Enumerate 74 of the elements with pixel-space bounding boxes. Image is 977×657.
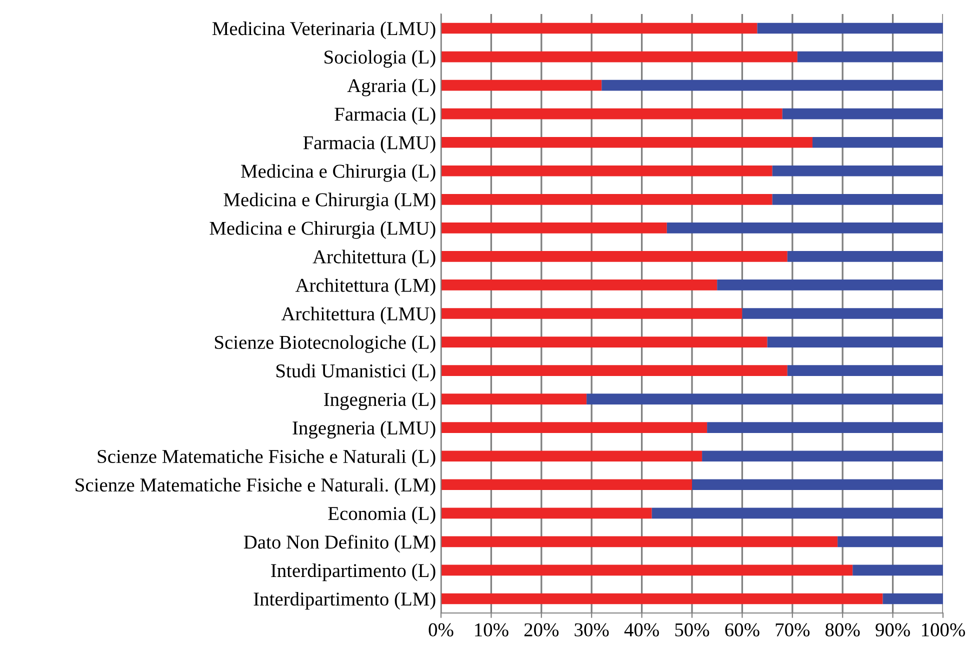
x-tick-label: 20%: [524, 623, 559, 636]
bar: [707, 422, 943, 434]
bar: [441, 508, 652, 519]
x-tick-label: 30%: [574, 623, 609, 636]
bar: [692, 479, 943, 490]
y-tick-label: Interdipartimento (LM): [254, 592, 436, 610]
bar: [441, 394, 587, 404]
y-tick-label: Scienze Matematiche Fisiche e Naturali (L): [98, 449, 436, 468]
bar: [652, 508, 943, 519]
bar: [812, 136, 943, 148]
bar: [772, 165, 943, 176]
bar: [586, 394, 943, 404]
x-tick-label: 90%: [876, 623, 910, 636]
bar: [838, 536, 943, 548]
y-tick-label: Architettura (LM): [295, 278, 436, 296]
bar: [441, 336, 768, 348]
bar: [441, 479, 692, 490]
y-tick-label: Ingegneria (LMU): [292, 420, 436, 439]
bar: [602, 80, 943, 91]
y-tick-label: Dato Non Definito (LM): [244, 534, 436, 553]
y-tick-label: Interdipartimento (L): [271, 563, 436, 582]
y-tick-label: Farmacia (LMU): [303, 136, 436, 154]
bar: [767, 336, 943, 348]
bar: [787, 251, 943, 262]
bar: [772, 194, 943, 205]
y-tick-label: Ingegneria (L): [324, 392, 436, 410]
bar: [702, 450, 943, 462]
y-tick-label: Architettura (LMU): [281, 306, 436, 324]
y-tick-label: Sociologia (L): [324, 50, 436, 68]
bar: [441, 593, 883, 604]
bar: [441, 280, 718, 290]
bar: [797, 51, 943, 62]
y-tick-label: Agraria (L): [347, 78, 436, 96]
x-tick-label: 0%: [428, 623, 454, 636]
bar: [882, 593, 943, 604]
x-tick-label: 100%: [922, 623, 966, 636]
x-tick-label: 70%: [776, 623, 810, 636]
x-tick-label: 50%: [675, 623, 710, 636]
bar: [757, 22, 943, 34]
y-tick-label: Medicina e Chirurgia (LM): [224, 192, 436, 210]
y-tick-label: Studi Umanistici (L): [276, 364, 436, 382]
y-tick-label: Medicina Veterinaria (LMU): [212, 22, 436, 40]
bar: [441, 564, 853, 576]
bar: [666, 222, 943, 234]
y-tick-label: Scienze Matematiche Fisiche e Naturali. (LM): [76, 478, 436, 496]
bar: [441, 80, 602, 91]
bar: [441, 365, 788, 376]
bar: [441, 22, 758, 34]
bar: [441, 251, 788, 262]
bar: [852, 564, 943, 576]
y-tick-label: Medicina e Chirurgia (L): [241, 164, 436, 182]
bar: [787, 365, 943, 376]
bar: [441, 51, 798, 62]
bar: [441, 422, 708, 434]
y-tick-label: Farmacia (L): [334, 107, 436, 125]
y-tick-label: Architettura (L): [312, 250, 436, 268]
bar: [742, 308, 943, 319]
bar: [441, 222, 667, 234]
bar: [441, 308, 742, 319]
bar: [441, 194, 772, 205]
bar: [441, 536, 838, 548]
bar: [717, 280, 943, 290]
bar: [441, 108, 782, 120]
bar: [441, 165, 772, 176]
x-tick-label: 40%: [624, 623, 659, 636]
y-tick-label: Economia (L): [328, 506, 436, 524]
x-tick-label: 80%: [826, 623, 860, 636]
bar: [441, 450, 702, 462]
y-tick-label: Medicina e Chirurgia (LMU): [210, 221, 436, 239]
y-tick-label: Scienze Biotecnologiche (L): [214, 335, 436, 353]
x-tick-label: 60%: [725, 623, 760, 636]
bar: [441, 136, 812, 148]
x-tick-label: 10%: [475, 623, 508, 636]
bar: [782, 108, 943, 120]
